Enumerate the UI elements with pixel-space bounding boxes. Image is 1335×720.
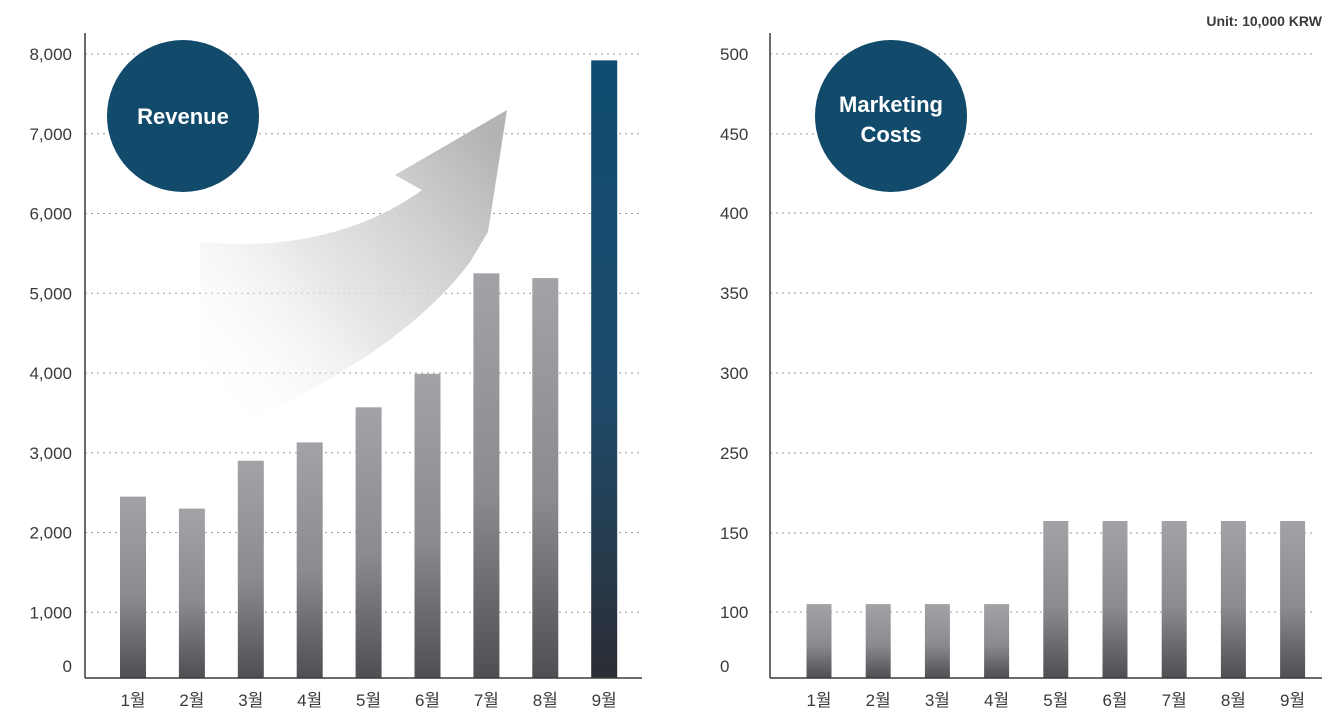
revenue-y-ticks: 0 1,000 2,000 3,000 4,000 5,000 6,000 7,000 8,00… xyxy=(29,45,72,676)
bar xyxy=(1280,521,1306,678)
growth-arrow-icon xyxy=(200,110,507,440)
bar xyxy=(355,407,382,678)
y-tick-label: 0 xyxy=(63,657,72,676)
bar-highlight xyxy=(591,60,618,678)
revenue-bars xyxy=(120,60,618,678)
y-tick-label: 500 xyxy=(720,45,748,64)
x-tick-label: 5월 xyxy=(1043,691,1068,710)
y-tick-label: 2,000 xyxy=(29,524,72,543)
bar xyxy=(1161,521,1187,678)
marketing-badge-label: Marketing Costs xyxy=(839,92,943,147)
x-tick-label: 7월 xyxy=(1162,691,1187,710)
y-tick-label: 4,000 xyxy=(29,364,72,383)
bar xyxy=(532,278,559,678)
bar xyxy=(984,604,1010,678)
x-tick-label: 3월 xyxy=(238,691,263,710)
bar xyxy=(806,604,832,678)
bar xyxy=(473,273,500,678)
y-tick-label: 350 xyxy=(720,284,748,303)
revenue-badge-label: Revenue xyxy=(137,104,229,129)
revenue-chart: 0 1,000 2,000 3,000 4,000 5,000 6,000 7,000 8,00… xyxy=(29,33,642,710)
bar xyxy=(865,604,891,678)
y-tick-label: 1,000 xyxy=(29,603,72,622)
y-tick-label: 5,000 xyxy=(29,284,72,303)
x-tick-label: 4월 xyxy=(984,691,1009,710)
bar xyxy=(924,604,950,678)
revenue-badge xyxy=(107,40,259,192)
x-tick-label: 8월 xyxy=(533,691,558,710)
x-tick-label: 2월 xyxy=(179,691,204,710)
marketing-y-ticks: 0 100 150 250 300 350 400 450 500 xyxy=(720,45,748,676)
marketing-x-ticks: 1월 2월 3월 4월 5월 6월 7월 8월 9월 xyxy=(806,691,1305,710)
x-tick-label: 6월 xyxy=(1102,691,1127,710)
marketing-bars xyxy=(806,521,1306,678)
bar xyxy=(237,460,264,678)
y-tick-label: 0 xyxy=(720,657,729,676)
y-tick-label: 300 xyxy=(720,364,748,383)
x-tick-label: 8월 xyxy=(1221,691,1246,710)
marketing-badge xyxy=(815,40,967,192)
y-tick-label: 8,000 xyxy=(29,45,72,64)
revenue-x-ticks: 1월 2월 3월 4월 5월 6월 7월 8월 9월 xyxy=(120,691,616,710)
bar xyxy=(178,508,205,678)
marketing-costs-chart: 0 100 150 250 300 350 400 450 500 1월 2월 3월 4월 5월 6월 7월… xyxy=(720,33,1322,710)
x-tick-label: 7월 xyxy=(474,691,499,710)
x-tick-label: 9월 xyxy=(592,691,617,710)
x-tick-label: 1월 xyxy=(120,691,145,710)
y-tick-label: 3,000 xyxy=(29,444,72,463)
y-tick-label: 100 xyxy=(720,603,748,622)
y-tick-label: 400 xyxy=(720,204,748,223)
x-tick-label: 9월 xyxy=(1280,691,1305,710)
x-tick-label: 5월 xyxy=(356,691,381,710)
unit-label: Unit: 10,000 KRW xyxy=(1206,13,1322,29)
x-tick-label: 2월 xyxy=(866,691,891,710)
x-tick-label: 1월 xyxy=(806,691,831,710)
bar xyxy=(120,496,146,678)
x-tick-label: 4월 xyxy=(297,691,322,710)
y-tick-label: 7,000 xyxy=(29,125,72,144)
y-tick-label: 150 xyxy=(720,524,748,543)
y-tick-label: 450 xyxy=(720,125,748,144)
y-tick-label: 6,000 xyxy=(29,205,72,224)
y-tick-label: 250 xyxy=(720,444,748,463)
bar xyxy=(296,442,323,678)
x-tick-label: 6월 xyxy=(415,691,440,710)
bar xyxy=(1102,521,1128,678)
bar xyxy=(1043,521,1069,678)
x-tick-label: 3월 xyxy=(925,691,950,710)
bar xyxy=(1220,521,1246,678)
bar xyxy=(414,373,441,678)
